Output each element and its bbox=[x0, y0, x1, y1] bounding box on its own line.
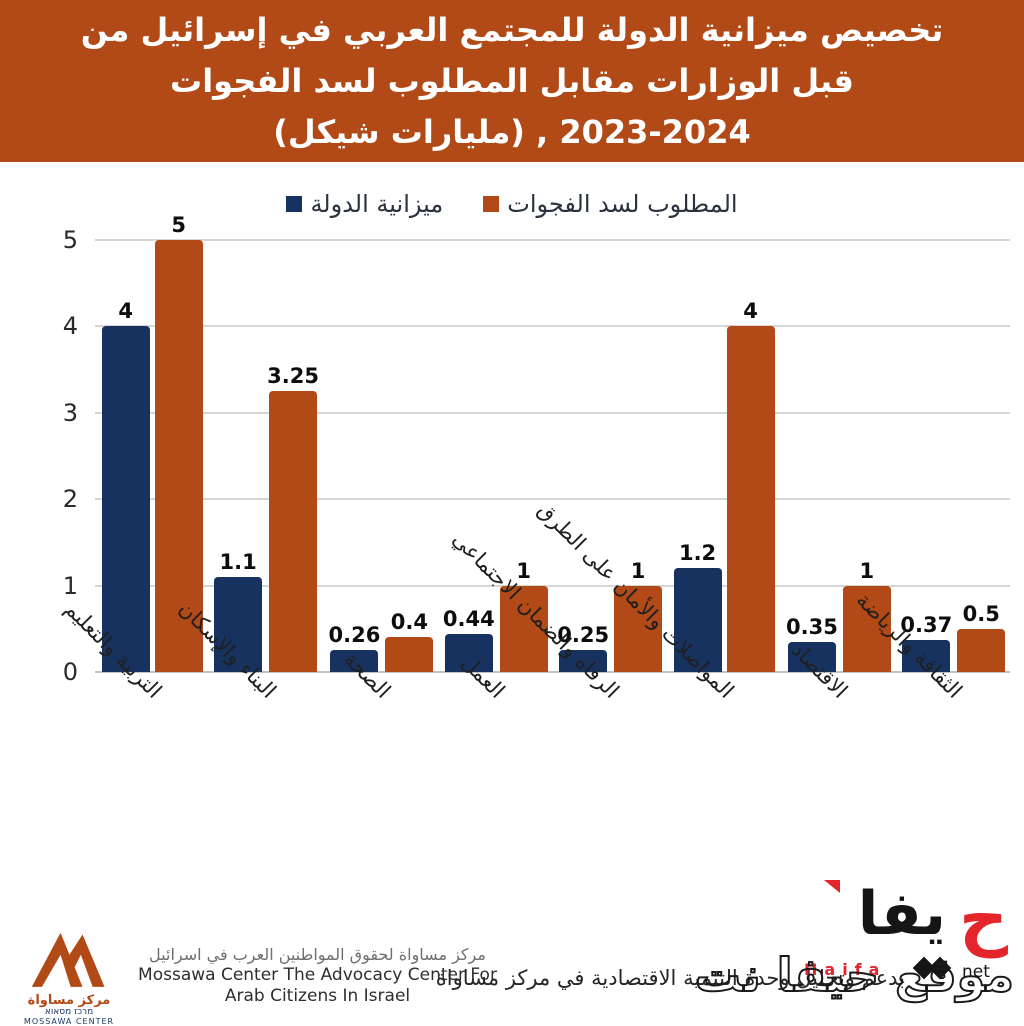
haifa-net-logo: يفا ح Haifa net bbox=[798, 879, 1008, 1014]
bar-with-label: 4 bbox=[101, 299, 150, 672]
category-group: 0.26 0.4 bbox=[324, 610, 438, 672]
bar-with-label: 4 bbox=[726, 299, 775, 672]
gridline bbox=[95, 411, 1010, 414]
bar-with-label: 0.37 bbox=[900, 613, 952, 672]
bar-required-gaps bbox=[269, 391, 318, 672]
bars-container: 4 5 1.1 3.25 0.26 0.4 0.44 1 0.25 1 1.2 4 0.35 1 0.37 0… bbox=[95, 213, 1010, 672]
bar-value-label: 4 bbox=[118, 299, 133, 324]
bar-value-label: 1 bbox=[859, 558, 875, 583]
legend-item-state-budget: ميزانية الدولة bbox=[286, 190, 443, 218]
y-tick-label: 3 bbox=[62, 398, 78, 427]
bar-state-budget bbox=[214, 576, 263, 672]
bar-state-budget bbox=[673, 568, 722, 672]
bar-with-label: 0.35 bbox=[786, 615, 838, 672]
haifa-net-label: net bbox=[962, 962, 990, 982]
bar-value-label: 3.25 bbox=[267, 364, 319, 389]
y-tick-label: 5 bbox=[62, 226, 78, 254]
bar-with-label: 1.1 bbox=[214, 549, 263, 672]
bar-with-label: 0.25 bbox=[557, 623, 609, 672]
bar-required-gaps bbox=[499, 585, 548, 672]
bar-with-label: 0.44 bbox=[443, 607, 495, 672]
bar-value-label: 1 bbox=[516, 558, 532, 583]
mossawa-line-arabic: مركز مساواة لحقوق المواطنين العرب في اسر… bbox=[149, 945, 486, 964]
bar-value-label: 0.5 bbox=[962, 601, 1000, 626]
chart-title-line3: (مليارات شيكل) , 2024-2023 bbox=[273, 113, 751, 151]
source-caption: بدعم وتحليل وحدة التنمية الاقتصادية في م… bbox=[435, 966, 905, 990]
bar-value-label: 1.1 bbox=[219, 549, 257, 574]
bar-state-budget bbox=[787, 641, 836, 672]
category-group: 1.2 4 bbox=[667, 299, 781, 672]
bar-with-label: 1.2 bbox=[673, 541, 722, 672]
legend: ميزانية الدولة المطلوب لسد الفجوات bbox=[0, 190, 1024, 218]
mossawa-logo-english: MOSSAWA CENTER bbox=[23, 1017, 115, 1026]
bar-value-label: 0.4 bbox=[390, 610, 428, 635]
bar-state-budget bbox=[101, 326, 150, 672]
category-group: 1.1 3.25 bbox=[209, 364, 323, 672]
bar-required-gaps bbox=[154, 240, 203, 672]
legend-item-required-gaps: المطلوب لسد الفجوات bbox=[483, 190, 738, 218]
bar-required-gaps bbox=[385, 637, 434, 672]
gridline bbox=[95, 325, 1010, 328]
mossawa-line-english-2: Arab Citizens In Israel bbox=[224, 986, 411, 1006]
bar-value-label: 0.44 bbox=[442, 606, 495, 631]
haifa-watermark-text: موقع حيفا نت bbox=[694, 947, 1015, 1003]
gridline bbox=[95, 239, 1010, 241]
bar-required-gaps bbox=[957, 628, 1006, 672]
legend-label-state-budget: ميزانية الدولة bbox=[310, 190, 444, 218]
category-group: 0.35 1 bbox=[781, 559, 895, 672]
bar-with-label: 1 bbox=[842, 558, 891, 672]
bar-value-label: 0.37 bbox=[900, 613, 953, 638]
mossawa-line-english-1: Mossawa Center The Advocacy Center For bbox=[138, 965, 497, 985]
bar-value-label: 0.26 bbox=[328, 622, 381, 647]
bar-required-gaps bbox=[726, 326, 775, 672]
bar-with-label: 0.26 bbox=[328, 622, 381, 672]
haifa-flag-icon bbox=[824, 880, 840, 893]
category-group: 0.44 1 bbox=[438, 559, 552, 672]
y-tick-label: 1 bbox=[62, 571, 78, 600]
mossawa-text-block: مركز مساواة لحقوق المواطنين العرب في اسر… bbox=[120, 944, 515, 1007]
y-tick-label: 2 bbox=[62, 485, 78, 514]
haifa-latin-label: Haifa bbox=[804, 960, 887, 979]
bar-with-label: 0.5 bbox=[957, 601, 1006, 672]
bar-with-label: 1 bbox=[499, 558, 548, 672]
category-group: 0.37 0.5 bbox=[896, 602, 1010, 672]
legend-swatch-orange bbox=[483, 196, 500, 212]
bar-required-gaps bbox=[614, 585, 663, 672]
bar-value-label: 0.35 bbox=[786, 614, 838, 639]
y-tick-label: 0 bbox=[62, 658, 78, 686]
bar-with-label: 5 bbox=[154, 213, 203, 672]
bar-value-label: 0.25 bbox=[557, 623, 610, 648]
plot-area: 4 5 1.1 3.25 0.26 0.4 0.44 1 0.25 1 1.2 4 0.35 1 0.37 0… bbox=[95, 213, 1010, 673]
legend-label-required-gaps: المطلوب لسد الفجوات bbox=[507, 190, 738, 218]
chart-title-line1: تخصيص ميزانية الدولة للمجتمع العربي في إ… bbox=[80, 11, 944, 49]
haifa-arabic-black: يفا bbox=[857, 879, 946, 949]
y-tick-label: 4 bbox=[62, 312, 78, 341]
bar-value-label: 1.2 bbox=[678, 541, 717, 566]
bar-required-gaps bbox=[842, 585, 891, 672]
bar-state-budget bbox=[444, 633, 493, 672]
legend-swatch-navy bbox=[286, 196, 303, 212]
bar-value-label: 5 bbox=[171, 213, 186, 237]
bar-with-label: 0.4 bbox=[385, 610, 434, 672]
title-banner: تخصيص ميزانية الدولة للمجتمع العربي في إ… bbox=[0, 0, 1024, 162]
mossawa-logo-icon bbox=[31, 932, 105, 987]
category-group: 0.25 1 bbox=[553, 559, 667, 672]
mossawa-logo-hebrew: מרכז מסאוא bbox=[44, 1007, 94, 1017]
gridline bbox=[95, 498, 1010, 501]
haifa-arabic-ha: ح bbox=[958, 880, 1008, 959]
bar-with-label: 3.25 bbox=[267, 364, 319, 672]
gridline bbox=[95, 584, 1010, 587]
bar-state-budget bbox=[902, 640, 951, 672]
mossawa-logo-text: مركز مساواة מרכז מסאוא MOSSAWA CENTER bbox=[8, 994, 130, 1026]
gridline bbox=[95, 671, 1010, 673]
bar-value-label: 4 bbox=[743, 299, 758, 324]
bar-state-budget bbox=[559, 650, 608, 672]
bar-with-label: 1 bbox=[614, 558, 663, 672]
chart-title-line2: قبل الوزارات مقابل المطلوب لسد الفجوات bbox=[170, 62, 854, 100]
bar-state-budget bbox=[330, 649, 379, 672]
bar-value-label: 1 bbox=[630, 558, 646, 583]
mossawa-logo-arabic: مركز مساواة bbox=[27, 993, 111, 1008]
